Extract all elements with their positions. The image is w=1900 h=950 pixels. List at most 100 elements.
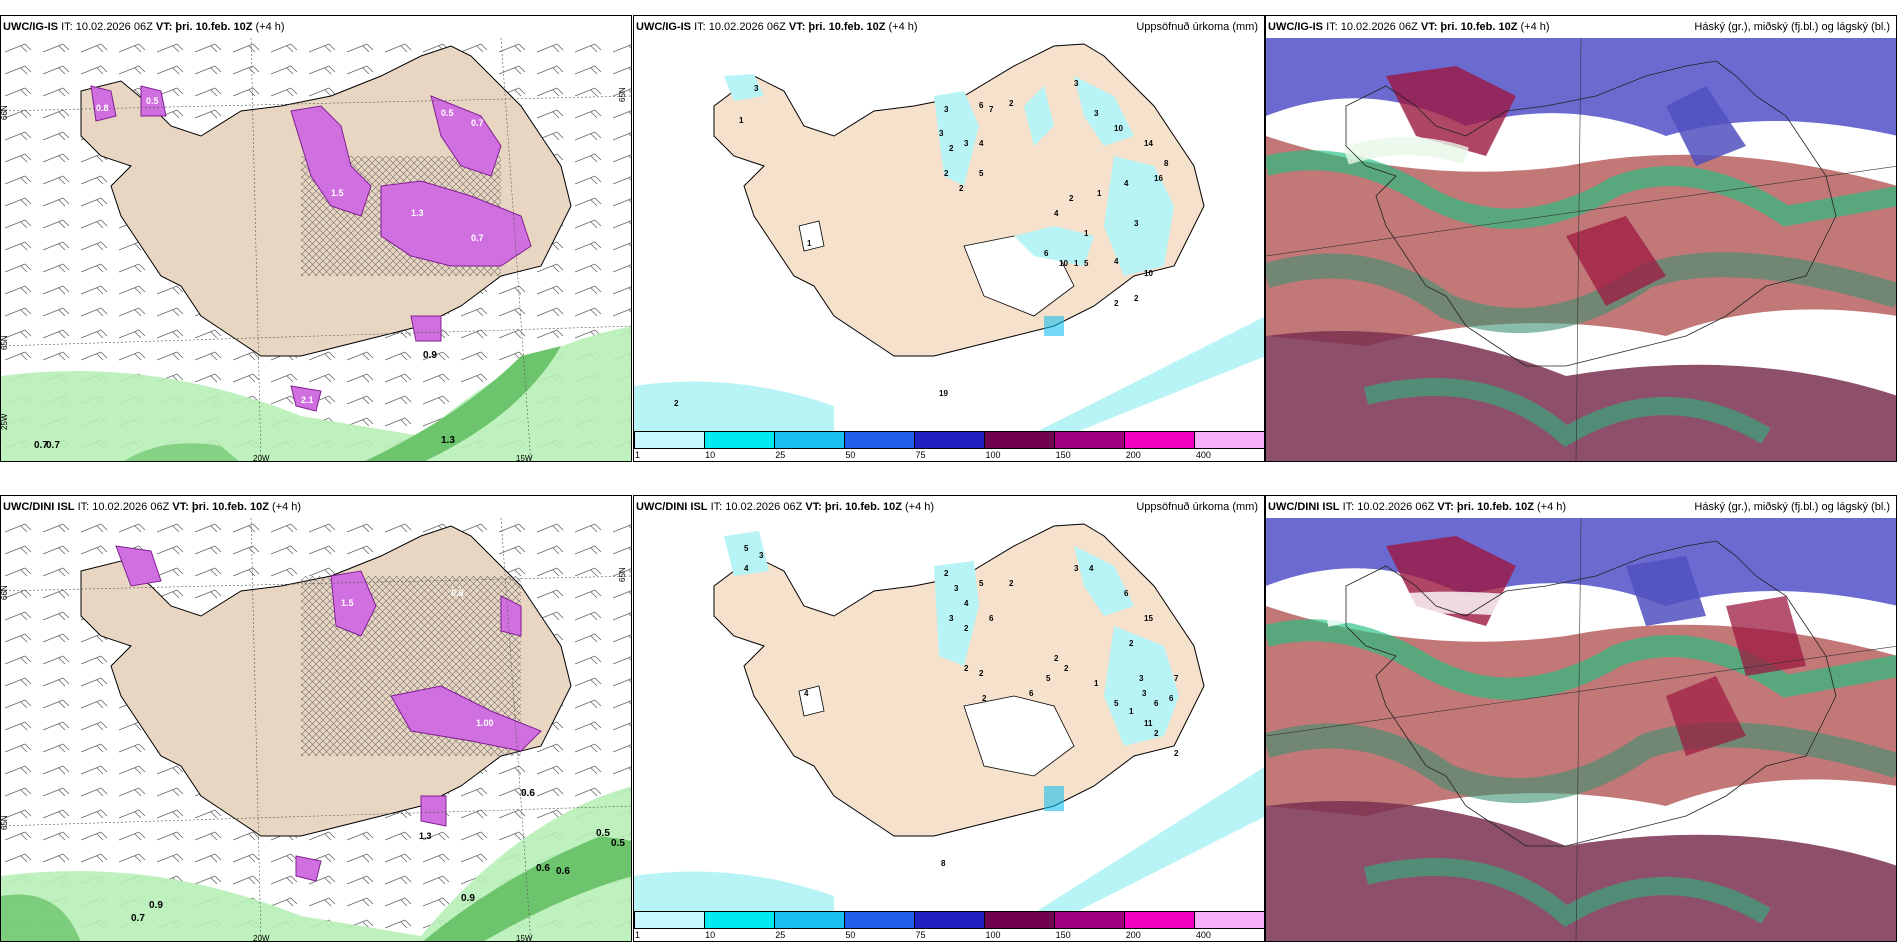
wind-value: 0.7 — [34, 440, 48, 451]
legend-tick: 75 — [915, 450, 926, 460]
legend-swatch — [985, 432, 1055, 448]
wind-value: 0.9 — [149, 900, 163, 911]
init-time: IT: 10.02.2026 06Z — [1326, 21, 1418, 33]
precip-value: 1 — [1097, 189, 1102, 198]
model-name: UWC/IG-IS — [636, 21, 691, 33]
precip-title: Uppsöfnuð úrkoma (mm) — [1136, 501, 1258, 513]
precip-value: 6 — [989, 614, 994, 623]
precip-value: 3 — [939, 129, 944, 138]
wind-value: 0.5 — [596, 828, 610, 839]
legend-tick: 10 — [705, 450, 716, 460]
precip-value: 1 — [1084, 229, 1089, 238]
legend-swatch — [705, 432, 775, 448]
precip-value: 4 — [964, 599, 969, 608]
precip-value: 3 — [1094, 109, 1099, 118]
legend-tick: 150 — [1055, 450, 1071, 460]
wind-map-canvas: 66N 65N 65N 20W 15W 25W 0.7 0.7 1.3 0.9 … — [1, 37, 631, 462]
panel-header: UWC/DINI ISL IT: 10.02.2026 06Z VT: þri.… — [634, 496, 1264, 518]
model-name: UWC/DINI ISL — [3, 501, 75, 513]
precip-map-canvas: 3 1 3 6 7 2 3 2 3 4 3 10 14 3 2 2 5 8 4 … — [634, 43, 1264, 433]
wind-value: 1.3 — [419, 831, 432, 841]
wind-value: 0.5 — [441, 108, 454, 118]
precip-value: 14 — [1144, 139, 1153, 148]
cloud-title: Háský (gr.), miðský (fj.bl.) og lágský (… — [1694, 21, 1890, 33]
lon-label: 15W — [516, 454, 533, 462]
precip-value: 4 — [1054, 209, 1059, 218]
panel-header: UWC/DINI ISL IT: 10.02.2026 06Z VT: þri.… — [1266, 496, 1896, 518]
legend-tick: 100 — [985, 450, 1001, 460]
panel-header: UWC/IG-IS IT: 10.02.2026 06Z VT: þri. 10… — [1266, 16, 1896, 38]
model-name: UWC/DINI ISL — [636, 501, 708, 513]
precip-value: 6 — [1169, 694, 1174, 703]
precip-value: 4 — [979, 139, 984, 148]
panel-header: UWC/IG-IS IT: 10.02.2026 06Z VT: þri. 10… — [1, 16, 631, 38]
init-time: IT: 10.02.2026 06Z — [61, 21, 153, 33]
iceland-land — [713, 43, 1205, 357]
lon-label: 20W — [253, 934, 270, 942]
legend-swatch — [705, 912, 775, 928]
precip-value: 3 — [949, 614, 954, 623]
precip-value: 3 — [964, 139, 969, 148]
valid-time: VT: þri. 10.feb. 10Z — [1420, 21, 1518, 33]
wind-value: 2.1 — [301, 395, 314, 405]
precip-value: 2 — [944, 569, 949, 578]
precip-value: 6 — [1044, 249, 1049, 258]
lat-label: 66N — [1, 585, 9, 600]
legend-ticks: 1 10 25 50 75 100 150 200 400 — [634, 930, 1264, 941]
precip-value: 19 — [939, 389, 948, 398]
legend-colorbar — [634, 431, 1264, 449]
legend-swatch — [845, 912, 915, 928]
wind-precip-map-dini: UWC/DINI ISL IT: 10.02.2026 06Z VT: þri.… — [0, 495, 632, 942]
precip-value: 5 — [979, 579, 984, 588]
cloud-map-dini: UWC/DINI ISL IT: 10.02.2026 06Z VT: þri.… — [1265, 495, 1897, 942]
legend-tick: 200 — [1125, 930, 1141, 940]
valid-time: VT: þri. 10.feb. 10Z — [805, 501, 902, 513]
precip-value: 6 — [1124, 589, 1129, 598]
precip-value: 4 — [744, 564, 749, 573]
legend-swatch — [1055, 912, 1125, 928]
precip-value: 2 — [964, 624, 969, 633]
legend-swatch — [775, 432, 845, 448]
legend-tick: 1 — [635, 930, 641, 940]
precip-legend: 1 10 25 50 75 100 150 200 400 — [634, 911, 1264, 941]
wind-value: 0.9 — [423, 350, 437, 361]
lat-label: 65N — [1, 815, 9, 830]
legend-swatch — [1195, 912, 1264, 928]
precip-value: 2 — [949, 144, 954, 153]
precip-value: 3 — [944, 105, 949, 114]
precip-value: 3 — [759, 551, 764, 560]
lead-time: (+4 h) — [255, 21, 285, 33]
cloud-map-igis: UWC/IG-IS IT: 10.02.2026 06Z VT: þri. 10… — [1265, 15, 1897, 462]
valid-time: VT: þri. 10.feb. 10Z — [172, 501, 269, 513]
precip-title: Uppsöfnuð úrkoma (mm) — [1136, 21, 1258, 33]
valid-time: VT: þri. 10.feb. 10Z — [155, 21, 253, 33]
iceland-outline — [1345, 540, 1837, 847]
precip-value-labels: 3 1 3 6 7 2 3 2 3 4 3 10 14 3 2 2 5 8 4 … — [674, 79, 1169, 408]
wind-value: 0.7 — [131, 913, 145, 924]
precip-map-canvas: 5 3 4 2 3 4 3 2 5 6 2 3 4 6 15 2 2 2 2 2… — [634, 523, 1264, 913]
lon-label: 15W — [516, 934, 533, 942]
precip-value: 3 — [1142, 689, 1147, 698]
precip-value: 8 — [941, 859, 946, 868]
panel-header: UWC/IG-IS IT: 10.02.2026 06Z VT: þri. 10… — [634, 16, 1264, 38]
wind-value: 0.6 — [536, 863, 550, 874]
wind-value: 1.3 — [411, 208, 424, 218]
wind-value: 0.8 — [451, 588, 464, 598]
precip-value: 7 — [989, 105, 994, 114]
model-name: UWC/IG-IS — [3, 21, 58, 33]
precip-value: 6 — [1029, 689, 1034, 698]
precip-value: 6 — [979, 101, 984, 110]
legend-swatch — [1195, 432, 1264, 448]
precip-value: 2 — [674, 399, 679, 408]
wind-value: 0.7 — [471, 233, 484, 243]
lead-time: (+4 h) — [888, 21, 918, 33]
legend-tick: 75 — [915, 930, 926, 940]
legend-swatch — [915, 432, 985, 448]
iceland-land — [713, 523, 1205, 837]
model-name: UWC/DINI ISL — [1268, 501, 1340, 513]
wind-value: 0.5 — [146, 96, 159, 106]
precip-value: 8 — [1164, 159, 1169, 168]
lat-label: 65N — [618, 87, 627, 102]
wind-value: 0.8 — [96, 103, 109, 113]
wind-value: 1.5 — [341, 598, 354, 608]
